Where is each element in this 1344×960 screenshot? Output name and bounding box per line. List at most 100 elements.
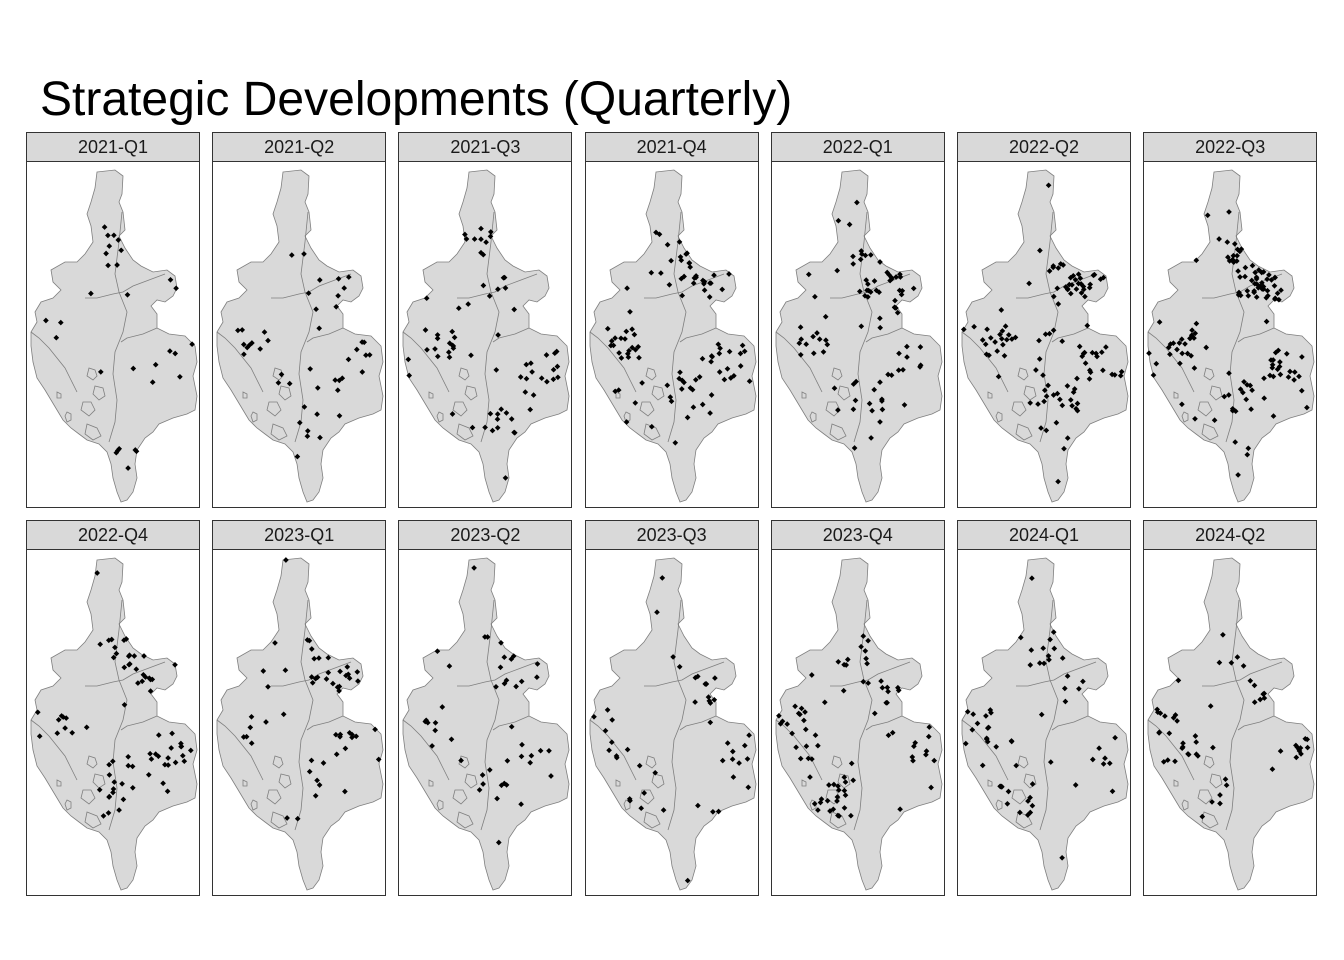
event-point bbox=[495, 416, 501, 423]
event-point bbox=[709, 808, 716, 815]
event-point bbox=[487, 293, 493, 299]
island bbox=[639, 401, 655, 417]
event-point bbox=[843, 662, 849, 668]
island bbox=[995, 411, 1003, 423]
country-outline bbox=[775, 169, 943, 503]
island bbox=[436, 799, 444, 811]
event-point bbox=[342, 745, 349, 752]
island bbox=[84, 811, 102, 829]
event-point bbox=[187, 747, 194, 754]
event-point bbox=[1103, 344, 1109, 350]
event-point bbox=[1177, 360, 1183, 367]
event-point bbox=[301, 251, 308, 257]
event-point bbox=[1109, 788, 1116, 795]
event-point bbox=[1253, 276, 1260, 282]
event-point bbox=[446, 349, 453, 356]
event-point bbox=[1274, 290, 1281, 297]
event-point bbox=[275, 379, 282, 386]
event-point bbox=[317, 277, 323, 283]
event-point bbox=[169, 730, 175, 737]
region-boundary bbox=[775, 331, 823, 393]
map-frame bbox=[398, 162, 573, 508]
island bbox=[56, 779, 62, 787]
event-point bbox=[861, 292, 868, 299]
event-point bbox=[1249, 262, 1256, 269]
region-boundary bbox=[481, 211, 500, 443]
event-point bbox=[676, 369, 683, 376]
event-point bbox=[241, 351, 247, 358]
region-map bbox=[775, 557, 943, 891]
region-boundary bbox=[643, 661, 724, 687]
event-point bbox=[297, 419, 303, 426]
region-boundary bbox=[667, 211, 687, 443]
event-point bbox=[1192, 733, 1199, 739]
event-point bbox=[241, 734, 247, 740]
event-point bbox=[341, 285, 348, 291]
facet-panel: 2024-Q1 bbox=[957, 520, 1131, 896]
region-map bbox=[402, 169, 570, 503]
event-point bbox=[1237, 386, 1244, 393]
event-point bbox=[168, 745, 175, 751]
event-point bbox=[335, 292, 342, 299]
event-point bbox=[334, 751, 340, 758]
event-point bbox=[1216, 236, 1223, 242]
event-point bbox=[666, 281, 672, 288]
event-point bbox=[376, 756, 382, 763]
region-boundary bbox=[1051, 715, 1089, 731]
facet-strip-label: 2022-Q4 bbox=[26, 520, 200, 550]
island bbox=[1011, 401, 1027, 417]
event-point bbox=[165, 755, 171, 761]
event-point bbox=[1251, 682, 1258, 689]
island bbox=[987, 391, 993, 399]
facet-strip-label: 2023-Q3 bbox=[584, 520, 759, 550]
island bbox=[801, 779, 807, 787]
map-frame bbox=[26, 550, 200, 896]
event-point bbox=[503, 285, 509, 291]
event-point bbox=[1285, 374, 1292, 380]
event-point bbox=[1193, 751, 1200, 758]
event-point bbox=[424, 295, 430, 302]
event-point bbox=[817, 799, 824, 806]
island bbox=[250, 411, 258, 423]
event-point bbox=[721, 376, 727, 383]
event-point bbox=[667, 257, 674, 264]
event-point bbox=[1236, 289, 1243, 296]
event-point bbox=[111, 779, 118, 785]
event-point bbox=[1074, 407, 1081, 414]
event-point bbox=[682, 251, 689, 257]
event-point bbox=[1017, 634, 1024, 641]
event-point bbox=[716, 345, 723, 352]
event-point bbox=[621, 336, 628, 342]
region-map bbox=[402, 557, 570, 891]
event-point bbox=[283, 557, 289, 563]
event-point bbox=[284, 815, 291, 821]
event-point bbox=[1033, 367, 1039, 373]
event-point bbox=[813, 330, 820, 336]
event-point bbox=[1192, 415, 1199, 422]
event-point bbox=[100, 813, 107, 819]
country-outline bbox=[216, 169, 384, 503]
event-point bbox=[295, 815, 301, 822]
region-boundary bbox=[30, 331, 78, 393]
event-point bbox=[725, 271, 732, 277]
facet-panel: 2023-Q1 bbox=[212, 520, 387, 896]
event-point bbox=[1274, 366, 1281, 373]
event-point bbox=[126, 661, 133, 667]
country-outline bbox=[1147, 169, 1315, 503]
event-point bbox=[307, 366, 314, 372]
event-point bbox=[917, 362, 924, 369]
event-point bbox=[509, 723, 515, 730]
event-point bbox=[1278, 287, 1285, 294]
region-map bbox=[775, 169, 943, 503]
event-point bbox=[746, 378, 753, 385]
event-point bbox=[131, 653, 138, 659]
island bbox=[1203, 367, 1215, 381]
island bbox=[645, 755, 657, 769]
event-point bbox=[1180, 740, 1187, 747]
event-point bbox=[876, 259, 883, 265]
event-point bbox=[834, 783, 841, 789]
event-point bbox=[372, 726, 379, 733]
event-point bbox=[493, 367, 500, 373]
island bbox=[64, 411, 72, 423]
facet-strip-label: 2022-Q2 bbox=[957, 132, 1131, 162]
